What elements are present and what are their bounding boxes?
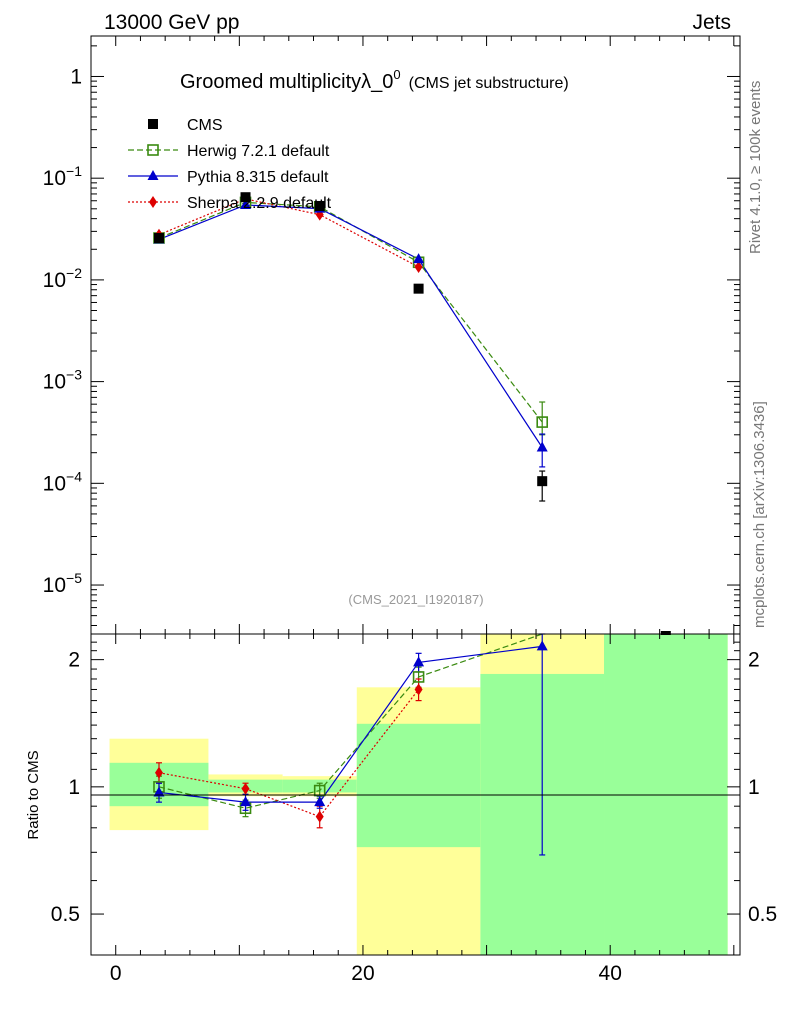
ratio-y-tick-label-right: 0.5 [748, 903, 777, 926]
main-point-herwig-4 [536, 416, 549, 428]
main-point-data-3 [413, 283, 424, 294]
legend-label-herwig: Herwig 7.2.1 default [187, 143, 330, 160]
main-point-pythia-3 [413, 253, 425, 264]
main-point-data-4 [537, 476, 548, 487]
main-point-pythia-1 [240, 198, 252, 209]
ratio-y-tick-label-left: 2 [68, 649, 80, 672]
main-line-sherpa [158, 198, 419, 268]
legend-label-pythia: Pythia 8.315 default [187, 169, 329, 186]
ratio-point-pythia-2 [314, 796, 326, 807]
main-point-data-2 [314, 200, 325, 211]
header-process: 13000 GeV pp [104, 11, 239, 34]
analysis-watermark: (CMS_2021_I1920187) [348, 592, 483, 607]
legend-marker-data [148, 119, 158, 129]
ratio-point-pythia-1 [240, 796, 252, 807]
x-tick-label-40: 40 [599, 962, 622, 985]
main-y-tick-label: 10−3 [43, 367, 83, 394]
x-tick-label-20: 20 [351, 962, 374, 985]
ratio-point-herwig-2 [313, 784, 326, 797]
main-y-tick-label: 10−5 [43, 570, 83, 597]
ratio-point-sherpa-2 [315, 810, 324, 823]
ratio-point-sherpa-0 [154, 766, 163, 779]
header-category: Jets [692, 11, 731, 34]
main-point-data-1 [240, 192, 251, 203]
ratio-point-pythia-0 [153, 786, 165, 797]
legend: CMS Herwig 7.2.1 default Pythia 8.315 defa… [128, 117, 332, 212]
ratio-series [153, 633, 548, 856]
x-tick-label-0: 0 [110, 962, 122, 985]
main-point-sherpa-3 [414, 260, 423, 273]
ratio-y-tick-label-left: 1 [68, 776, 80, 799]
ratio-band-green-3 [356, 723, 481, 848]
main-point-data-overflow [660, 631, 671, 635]
main-y-tick-label: 10−4 [43, 468, 83, 495]
ratio-y-axis-label: Ratio to CMS [25, 750, 42, 839]
legend-marker-sherpa [149, 196, 157, 208]
main-point-pythia-4 [536, 441, 548, 452]
axes-ticks: 0 20 40 1 10−1 10−2 10−3 10−4 10−5 0.5 0.5 1 1 2 2 [43, 36, 777, 985]
ratio-y-tick-label-right: 2 [748, 649, 760, 672]
legend-marker-herwig [147, 144, 159, 156]
plot-title: Groomed multiplicityλ_00(CMS jet substru… [180, 67, 569, 93]
ratio-y-tick-label-left: 0.5 [51, 903, 80, 926]
rivet-version-text: Rivet 4.1.0, ≥ 100k events [747, 81, 764, 254]
ratio-point-sherpa-1 [241, 782, 250, 795]
mcplots-reference-text: mcplots.cern.ch [arXiv:1306.3436] [751, 401, 768, 628]
legend-label-data: CMS [187, 117, 223, 134]
legend-marker-pythia [147, 170, 159, 180]
ratio-point-herwig-3 [412, 671, 425, 683]
ratio-y-tick-label-right: 1 [748, 776, 760, 799]
ratio-point-pythia-4 [536, 640, 548, 651]
main-y-tick-label: 10−1 [43, 163, 83, 190]
main-line-herwig [158, 201, 543, 423]
main-y-tick-label: 10−2 [43, 265, 83, 292]
ratio-point-sherpa-3 [414, 683, 423, 696]
ratio-point-pythia-3 [413, 656, 425, 667]
main-point-data-0 [153, 233, 164, 244]
legend-label-sherpa: Sherpa 2.2.9 default [187, 195, 332, 212]
main-line-pythia [158, 204, 543, 448]
main-series [153, 192, 671, 635]
main-y-tick-label: 1 [70, 65, 82, 88]
